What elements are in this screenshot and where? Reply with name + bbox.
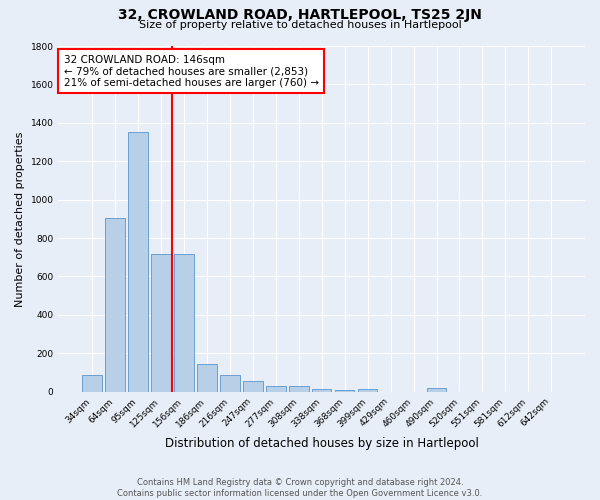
Bar <box>427 388 446 392</box>
X-axis label: Distribution of detached houses by size in Hartlepool: Distribution of detached houses by size … <box>165 437 479 450</box>
Text: 32 CROWLAND ROAD: 146sqm
← 79% of detached houses are smaller (2,853)
21% of sem: 32 CROWLAND ROAD: 146sqm ← 79% of detach… <box>64 54 319 88</box>
Text: Size of property relative to detached houses in Hartlepool: Size of property relative to detached ho… <box>139 20 461 30</box>
Bar <box>174 254 194 392</box>
Bar <box>335 390 355 392</box>
Text: Contains HM Land Registry data © Crown copyright and database right 2024.
Contai: Contains HM Land Registry data © Crown c… <box>118 478 482 498</box>
Bar <box>312 390 331 392</box>
Bar <box>82 376 102 392</box>
Bar <box>197 364 217 392</box>
Bar <box>151 254 171 392</box>
Bar <box>220 376 239 392</box>
Text: 32, CROWLAND ROAD, HARTLEPOOL, TS25 2JN: 32, CROWLAND ROAD, HARTLEPOOL, TS25 2JN <box>118 8 482 22</box>
Bar <box>266 386 286 392</box>
Bar <box>128 132 148 392</box>
Bar <box>289 386 308 392</box>
Bar <box>106 218 125 392</box>
Bar <box>243 381 263 392</box>
Bar <box>358 390 377 392</box>
Y-axis label: Number of detached properties: Number of detached properties <box>15 131 25 306</box>
